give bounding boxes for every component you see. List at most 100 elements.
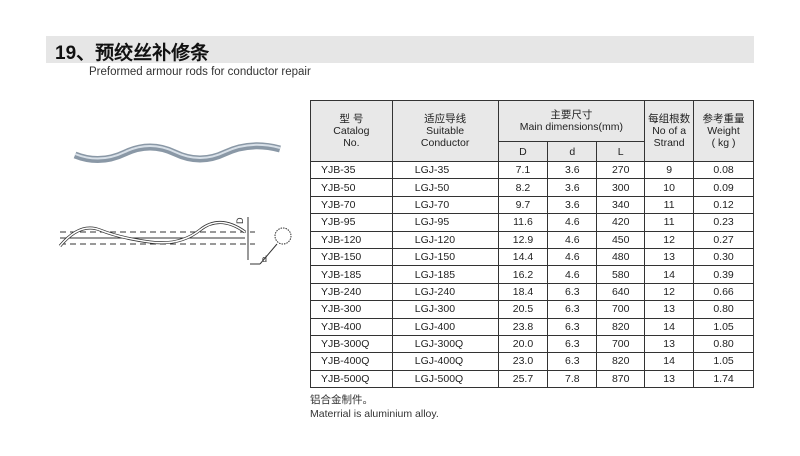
- armour-rod-photo: [73, 142, 281, 163]
- cell-D: 16.2: [497, 265, 549, 284]
- table-row: YJB-500Q LGJ-500Q 25.7 7.8 870 13 1.74: [310, 369, 754, 389]
- cell-conductor: LGJ-400: [391, 317, 499, 336]
- cell-weight: 0.12: [693, 195, 754, 215]
- cell-catalog: YJB-150: [310, 247, 393, 267]
- cell-conductor: LGJ-50: [391, 178, 499, 197]
- cell-strand: 10: [644, 178, 695, 197]
- cell-L: 580: [596, 265, 646, 284]
- cell-L: 700: [596, 300, 646, 319]
- cell-strand: 13: [644, 369, 695, 389]
- cell-strand: 11: [644, 195, 695, 215]
- cell-weight: 0.09: [693, 178, 754, 197]
- cell-D: 25.7: [497, 369, 549, 389]
- table-row: YJB-400Q LGJ-400Q 23.0 6.3 820 14 1.05: [310, 352, 754, 371]
- cell-conductor: LGJ-240: [391, 282, 499, 302]
- cell-strand: 11: [644, 213, 695, 232]
- cell-weight: 1.05: [693, 317, 754, 336]
- cell-weight: 1.05: [693, 352, 754, 371]
- cell-catalog: YJB-95: [310, 213, 393, 232]
- cell-D: 14.4: [497, 247, 549, 267]
- cell-catalog: YJB-50: [310, 178, 393, 197]
- table-row: YJB-35 LGJ-35 7.1 3.6 270 9 0.08: [310, 160, 754, 180]
- cell-conductor: LGJ-300: [391, 300, 499, 319]
- cell-conductor: LGJ-500Q: [391, 369, 499, 389]
- cell-weight: 0.80: [693, 300, 754, 319]
- cell-D: 20.0: [497, 334, 549, 354]
- table-row: YJB-400 LGJ-400 23.8 6.3 820 14 1.05: [310, 317, 754, 336]
- table-row: YJB-120 LGJ-120 12.9 4.6 450 12 0.27: [310, 230, 754, 249]
- cell-conductor: LGJ-70: [391, 195, 499, 215]
- cell-catalog: YJB-300: [310, 300, 393, 319]
- cell-L: 450: [596, 230, 646, 249]
- cell-L: 640: [596, 282, 646, 302]
- table-row: YJB-240 LGJ-240 18.4 6.3 640 12 0.66: [310, 282, 754, 302]
- cell-catalog: YJB-120: [310, 230, 393, 249]
- material-note: 铝合金制件。 Materrial is aluminium alloy.: [310, 393, 439, 421]
- table-row: YJB-70 LGJ-70 9.7 3.6 340 11 0.12: [310, 195, 754, 215]
- note-en: Materrial is aluminium alloy.: [310, 408, 439, 420]
- cell-weight: 0.80: [693, 334, 754, 354]
- title-band: [46, 36, 754, 63]
- cell-strand: 12: [644, 230, 695, 249]
- cell-d: 4.6: [547, 265, 598, 284]
- cell-catalog: YJB-35: [310, 160, 393, 180]
- cell-conductor: LGJ-400Q: [391, 352, 499, 371]
- cell-d: 3.6: [547, 195, 598, 215]
- cell-strand: 13: [644, 300, 695, 319]
- specifications-table: 型 号 Catalog No. 适应导线 Suitable Conductor …: [310, 100, 754, 389]
- cell-d: 6.3: [547, 282, 598, 302]
- header-strand: 每组根数 No of a Strand: [644, 100, 695, 162]
- armour-rod-diagram: D d: [58, 217, 292, 265]
- cell-d: 6.3: [547, 334, 598, 354]
- cell-L: 870: [596, 369, 646, 389]
- cell-L: 820: [596, 352, 646, 371]
- table-row: YJB-150 LGJ-150 14.4 4.6 480 13 0.30: [310, 247, 754, 267]
- cell-catalog: YJB-500Q: [310, 369, 393, 389]
- cell-D: 9.7: [497, 195, 549, 215]
- cell-L: 420: [596, 213, 646, 232]
- cell-conductor: LGJ-300Q: [391, 334, 499, 354]
- cell-D: 23.8: [497, 317, 549, 336]
- table-row: YJB-50 LGJ-50 8.2 3.6 300 10 0.09: [310, 178, 754, 197]
- cell-d: 4.6: [547, 230, 598, 249]
- cell-L: 340: [596, 195, 646, 215]
- cell-strand: 14: [644, 352, 695, 371]
- cell-weight: 0.23: [693, 213, 754, 232]
- note-cn: 铝合金制件。: [310, 394, 373, 406]
- cell-L: 700: [596, 334, 646, 354]
- header-weight: 参考重量 Weight ( kg ): [693, 100, 754, 162]
- cell-strand: 13: [644, 334, 695, 354]
- header-conductor: 适应导线 Suitable Conductor: [391, 100, 499, 162]
- cell-strand: 13: [644, 247, 695, 267]
- cell-D: 18.4: [497, 282, 549, 302]
- table-row: YJB-185 LGJ-185 16.2 4.6 580 14 0.39: [310, 265, 754, 284]
- header-D: D: [497, 141, 549, 162]
- page-subtitle: Preformed armour rods for conductor repa…: [89, 66, 311, 78]
- cell-catalog: YJB-240: [310, 282, 393, 302]
- table-row: YJB-95 LGJ-95 11.6 4.6 420 11 0.23: [310, 213, 754, 232]
- table-row: YJB-300Q LGJ-300Q 20.0 6.3 700 13 0.80: [310, 334, 754, 354]
- cell-weight: 0.66: [693, 282, 754, 302]
- cell-L: 270: [596, 160, 646, 180]
- cell-conductor: LGJ-95: [391, 213, 499, 232]
- cell-D: 12.9: [497, 230, 549, 249]
- cell-d: 6.3: [547, 300, 598, 319]
- cell-conductor: LGJ-35: [391, 160, 499, 180]
- cell-weight: 0.27: [693, 230, 754, 249]
- header-main-dimensions: 主要尺寸 Main dimensions(mm): [497, 100, 646, 142]
- cell-conductor: LGJ-185: [391, 265, 499, 284]
- cell-D: 20.5: [497, 300, 549, 319]
- cell-strand: 14: [644, 317, 695, 336]
- header-L: L: [596, 141, 646, 162]
- dimension-d-label: d: [262, 254, 267, 264]
- cell-strand: 12: [644, 282, 695, 302]
- header-d: d: [547, 141, 598, 162]
- cell-conductor: LGJ-150: [391, 247, 499, 267]
- cell-catalog: YJB-400: [310, 317, 393, 336]
- cell-conductor: LGJ-120: [391, 230, 499, 249]
- cell-weight: 0.39: [693, 265, 754, 284]
- cell-d: 3.6: [547, 160, 598, 180]
- cell-weight: 0.30: [693, 247, 754, 267]
- cell-L: 300: [596, 178, 646, 197]
- page-title: 19、预绞丝补修条: [55, 43, 210, 64]
